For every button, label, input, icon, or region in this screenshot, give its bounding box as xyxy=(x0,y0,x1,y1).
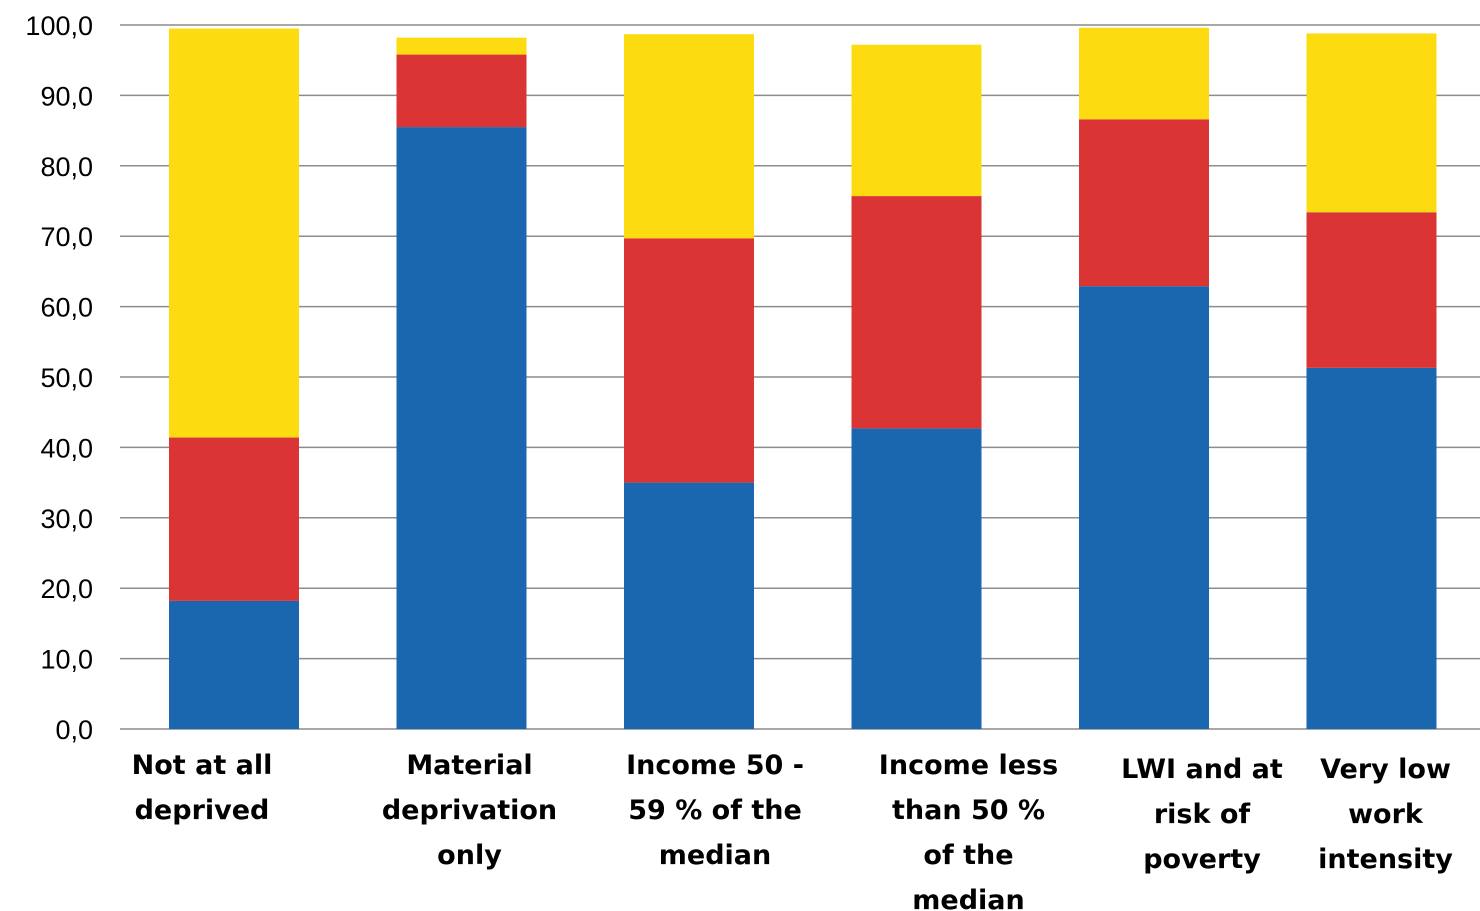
y-tick-label: 30,0 xyxy=(40,504,93,534)
y-tick-label: 70,0 xyxy=(40,222,93,252)
bar-segment xyxy=(624,238,754,483)
x-category-label: only xyxy=(437,840,502,871)
bar-segment xyxy=(1306,33,1437,213)
bar-segment xyxy=(851,44,982,197)
y-tick-label: 20,0 xyxy=(40,574,93,604)
x-category-label: deprived xyxy=(135,795,270,826)
y-tick-label: 60,0 xyxy=(40,293,93,323)
x-category-label: of the xyxy=(923,840,1013,871)
x-axis-category-labels: Not at all deprived Material deprivation onl… xyxy=(132,750,1454,911)
x-category-label: LWI and at xyxy=(1121,754,1283,785)
y-tick-label: 0,0 xyxy=(55,715,93,745)
bar-segment xyxy=(624,482,754,729)
x-category-label: median xyxy=(659,840,771,871)
bar-segment xyxy=(169,28,299,438)
y-tick-label: 100,0 xyxy=(25,11,93,41)
x-category-label: median xyxy=(912,885,1024,911)
x-category-label: intensity xyxy=(1318,844,1453,875)
bar-segment xyxy=(624,34,754,239)
y-tick-label: 50,0 xyxy=(40,363,93,393)
y-tick-label: 80,0 xyxy=(40,152,93,182)
x-category-label: deprivation xyxy=(382,795,557,826)
bars xyxy=(169,27,1437,729)
y-tick-label: 40,0 xyxy=(40,433,93,463)
bar-segment xyxy=(1306,212,1437,368)
gridlines xyxy=(120,24,1480,730)
x-category-label: work xyxy=(1348,799,1424,830)
y-axis-tick-labels: 0,0 10,0 20,0 30,0 40,0 50,0 60,0 70,0 80,0 90,0 1… xyxy=(25,11,93,745)
bar-segment xyxy=(396,37,527,55)
x-category-label: Very low xyxy=(1320,754,1451,785)
bar-segment xyxy=(396,54,527,128)
bar-segment xyxy=(851,196,982,429)
bar-segment xyxy=(851,428,982,729)
bar-segment xyxy=(1079,27,1209,120)
bar-segment xyxy=(1079,119,1209,287)
bar-segment xyxy=(396,127,527,729)
y-tick-label: 90,0 xyxy=(40,81,93,111)
bar-segment xyxy=(1306,367,1437,729)
x-category-label: Material xyxy=(406,750,532,781)
x-category-label: poverty xyxy=(1143,844,1261,875)
x-category-label: Income 50 - xyxy=(626,750,804,781)
x-category-label: Income less xyxy=(879,750,1058,781)
bar-segment xyxy=(169,600,299,729)
x-category-label: 59 % of the xyxy=(628,795,802,826)
bar-segment xyxy=(1079,286,1209,729)
y-tick-label: 10,0 xyxy=(40,645,93,675)
x-category-label: Not at all xyxy=(132,750,273,781)
x-category-label: risk of xyxy=(1154,799,1251,830)
bar-segment xyxy=(169,437,299,601)
x-category-label: than 50 % xyxy=(892,795,1045,826)
